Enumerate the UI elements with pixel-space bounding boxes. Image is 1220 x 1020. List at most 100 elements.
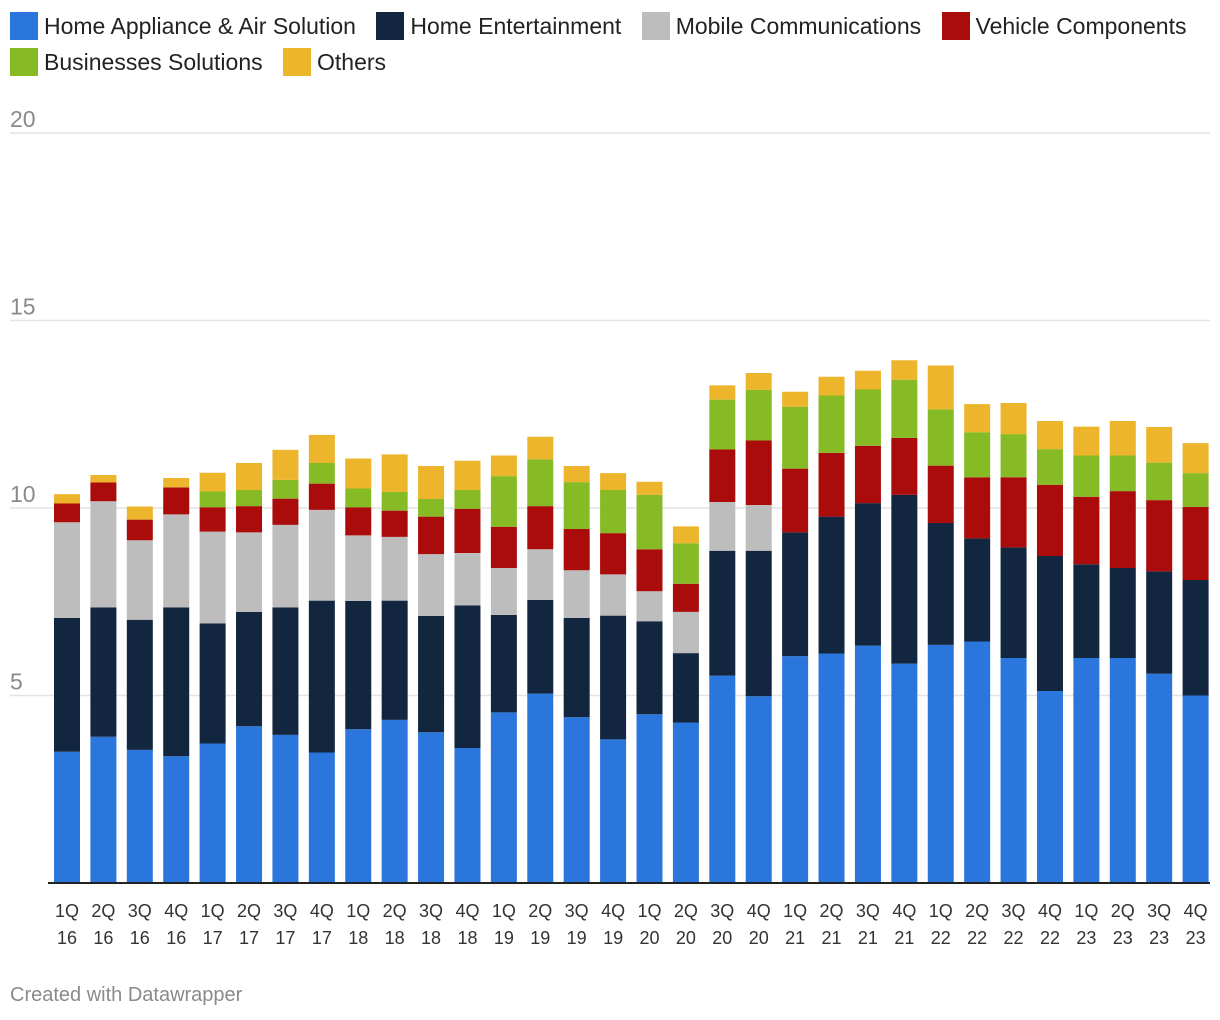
x-tick-label: 20 (639, 928, 659, 948)
bar-segment (672, 611, 699, 654)
x-tick-label: 3Q (273, 901, 297, 921)
bar-segment (964, 477, 991, 539)
legend-label: Mobile Communications (675, 13, 922, 39)
x-tick-label: 18 (348, 928, 368, 948)
x-tick-label: 4Q (1038, 901, 1062, 921)
x-tick-label: 23 (1186, 928, 1206, 948)
bar-segment (54, 617, 80, 752)
bar-segment (1036, 484, 1063, 556)
bar-segment (1182, 580, 1209, 696)
bar-segment (709, 675, 736, 883)
bar-segment (672, 543, 699, 584)
bar-segment (709, 399, 736, 450)
x-tick-label: 16 (130, 928, 150, 948)
x-tick-label: 21 (858, 928, 878, 948)
bar-segment (527, 549, 554, 600)
bar-segment (1000, 547, 1027, 658)
bar-segment (600, 473, 627, 490)
x-tick-label: 22 (967, 928, 987, 948)
legend-swatch (641, 12, 670, 40)
bar-segment (308, 600, 335, 753)
bar-segment (236, 611, 263, 727)
bar-segment (345, 507, 372, 536)
bar-segment (1146, 462, 1173, 501)
x-tick-label: 3Q (710, 901, 734, 921)
bar-segment (126, 619, 153, 750)
bar-segment (1000, 477, 1027, 548)
bar-segment (927, 644, 954, 883)
bar-segment (272, 607, 299, 735)
bar-segment (964, 538, 991, 642)
x-tick-label: 22 (1040, 928, 1060, 948)
bar-segment (1036, 691, 1063, 883)
bar-segment (90, 475, 117, 483)
chart-legend: Home Appliance & Air Solution Home Enter… (10, 8, 1210, 80)
bar-segment (308, 463, 335, 484)
bar-segment (1036, 449, 1063, 485)
bar-segment (782, 468, 809, 533)
bar-segment (818, 395, 845, 453)
x-tick-label: 2Q (1111, 901, 1135, 921)
bar-segment (272, 524, 299, 608)
bar-segment (236, 726, 263, 883)
bar-segment (927, 465, 954, 523)
bar-segment (1146, 500, 1173, 572)
bar-segment (454, 508, 481, 553)
bar-segment (1109, 658, 1136, 883)
bar-segment (782, 406, 809, 469)
x-tick-label: 17 (312, 928, 332, 948)
bar-segment (745, 440, 772, 505)
bar-segment (1182, 506, 1209, 580)
x-tick-label: 23 (1113, 928, 1133, 948)
bar-segment (600, 615, 627, 740)
bar-segment (381, 491, 408, 511)
bar-segment (927, 365, 954, 410)
bar-segment (672, 526, 699, 544)
bar-segment (672, 583, 699, 612)
bar-segment (308, 509, 335, 601)
legend-label: Others (317, 49, 387, 75)
bar-segment (418, 516, 445, 555)
bar-segment (90, 607, 117, 737)
bar-segment (163, 756, 190, 883)
bar-segment (345, 535, 372, 601)
x-tick-label: 18 (385, 928, 405, 948)
bar-segment (527, 693, 554, 883)
bar-segment (854, 503, 881, 646)
x-tick-label: 16 (166, 928, 186, 948)
legend-swatch (10, 48, 38, 76)
legend-swatch (376, 12, 405, 40)
bar-segment (1073, 564, 1100, 658)
x-tick-label: 17 (275, 928, 295, 948)
bar-segment (418, 466, 445, 499)
bar-segment (636, 481, 663, 495)
bar-segment (490, 712, 517, 883)
bar-segment (745, 389, 772, 441)
bar-segment (236, 490, 263, 507)
x-tick-label: 4Q (164, 901, 188, 921)
x-tick-label: 3Q (128, 901, 152, 921)
bar-segment (636, 494, 663, 550)
x-tick-label: 2Q (965, 901, 989, 921)
bar-segment (90, 501, 117, 608)
bar-segment (818, 653, 845, 883)
y-tick-label: 5 (10, 669, 23, 695)
bar-segment (1146, 571, 1173, 674)
y-tick-label: 20 (10, 106, 36, 132)
bar-segment (1182, 695, 1209, 883)
bar-segment (381, 536, 408, 601)
bar-segment (563, 482, 590, 529)
bar-segment (891, 437, 918, 495)
x-tick-label: 23 (1149, 928, 1169, 948)
bar-segment (90, 736, 117, 883)
x-tick-label: 16 (93, 928, 113, 948)
bar-segment (964, 404, 991, 433)
x-tick-label: 2Q (528, 901, 552, 921)
x-tick-label: 18 (457, 928, 477, 948)
bar-segment (54, 494, 80, 504)
bar-segment (1109, 491, 1136, 568)
bar-segment (1073, 455, 1100, 497)
bar-segment (454, 460, 481, 490)
x-tick-label: 1Q (637, 901, 661, 921)
